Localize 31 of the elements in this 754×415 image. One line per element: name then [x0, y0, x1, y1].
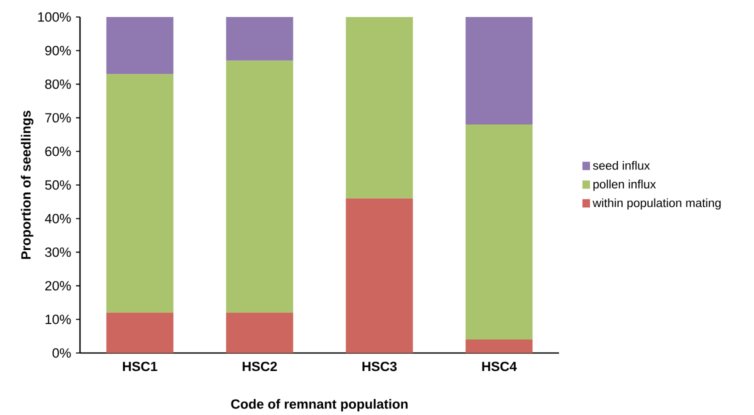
y-tick-label: 30% [45, 247, 71, 257]
bar [466, 124, 533, 340]
y-axis-title: Proportion of seedlings [20, 110, 34, 259]
x-tick-label: HSC3 [362, 362, 397, 372]
bar [466, 17, 533, 125]
legend-label: seed influx [593, 160, 650, 170]
legend-label: pollen influx [593, 180, 656, 191]
bar [226, 312, 294, 353]
y-tick-label: 60% [45, 146, 71, 156]
x-tick-label: HSC2 [242, 362, 277, 372]
x-axis-title: Code of remnant population [231, 398, 408, 412]
x-tick-label: HSC4 [482, 362, 517, 372]
y-tick-label: 80% [45, 79, 71, 89]
y-tick-label: 100% [38, 12, 71, 22]
y-tick-label: 90% [45, 46, 71, 56]
x-tick-label: HSC1 [122, 362, 158, 372]
bar [466, 340, 533, 353]
bar [226, 17, 294, 61]
bar [106, 17, 174, 74]
legend-label: within population mating [592, 198, 721, 210]
y-tick-label: 0% [52, 348, 71, 358]
bar [346, 17, 413, 198]
y-tick-label: 20% [45, 281, 71, 291]
y-tick-label: 70% [45, 113, 71, 123]
bar [346, 198, 413, 353]
bar [106, 312, 174, 353]
bar [106, 74, 174, 313]
y-tick-label: 40% [44, 214, 71, 224]
y-tick-label: 10% [46, 314, 71, 324]
bar [226, 60, 294, 313]
y-tick-label: 50% [45, 180, 71, 190]
